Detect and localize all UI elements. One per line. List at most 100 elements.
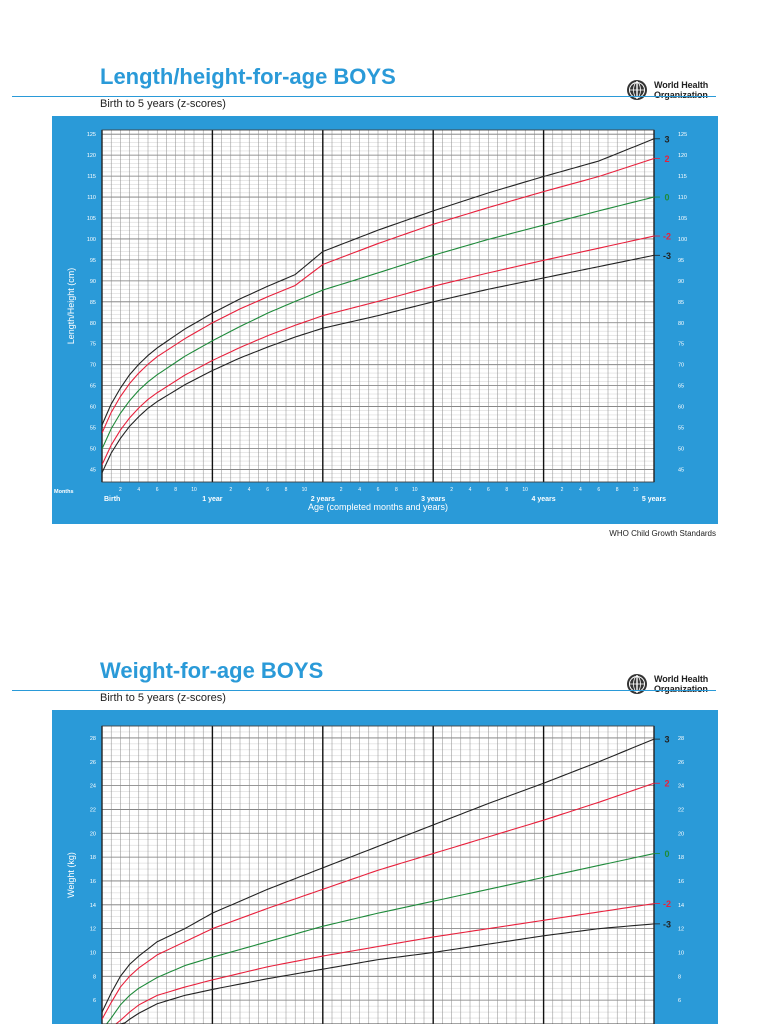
series-line-3 xyxy=(102,138,654,426)
y-tick-label-right: 105 xyxy=(678,216,687,222)
y-tick-label-left: 45 xyxy=(90,467,96,473)
x-axis-label: Age (completed months and years) xyxy=(308,502,448,512)
series-line-minus2 xyxy=(102,903,654,1024)
who-logo: World Health Organization xyxy=(626,673,718,695)
x-month-tick: 2 xyxy=(229,487,232,493)
y-tick-label-right: 50 xyxy=(678,446,684,452)
x-month-tick: 6 xyxy=(156,487,159,493)
who-emblem-icon xyxy=(627,674,647,694)
y-tick-label-right: 24 xyxy=(678,784,684,790)
plot-frame xyxy=(101,725,655,1024)
x-month-tick: 4 xyxy=(469,487,472,493)
who-emblem-icon xyxy=(627,80,647,100)
y-tick-label-right: 115 xyxy=(678,174,687,180)
y-tick-label-left: 14 xyxy=(90,903,96,909)
series-line-minus2 xyxy=(102,235,654,466)
y-tick-label-right: 6 xyxy=(678,998,681,1004)
series-end-label: 0 xyxy=(664,193,669,203)
series-end-label: -3 xyxy=(663,919,671,929)
y-tick-label-right: 18 xyxy=(678,855,684,861)
y-tick-label-right: 90 xyxy=(678,279,684,285)
y-tick-label-left: 115 xyxy=(87,174,96,180)
y-tick-label-left: 16 xyxy=(90,879,96,885)
series-line-minus3 xyxy=(102,923,654,1024)
who-logo: World Health Organization xyxy=(626,79,718,101)
y-tick-label-left: 22 xyxy=(90,807,96,813)
y-tick-label-left: 6 xyxy=(93,998,96,1004)
y-tick-label-right: 16 xyxy=(678,879,684,885)
y-tick-label-right: 22 xyxy=(678,807,684,813)
x-month-tick: 2 xyxy=(119,487,122,493)
x-month-tick: 2 xyxy=(340,487,343,493)
series-end-label: -2 xyxy=(663,232,671,242)
x-year-label: Birth xyxy=(104,496,120,503)
y-tick-label-right: 70 xyxy=(678,363,684,369)
series-end-label: -2 xyxy=(663,899,671,909)
grid-vertical xyxy=(101,726,655,1024)
y-tick-label-right: 75 xyxy=(678,342,684,348)
y-tick-label-right: 120 xyxy=(678,153,687,159)
x-year-label: 5 years xyxy=(642,496,666,503)
y-tick-label-left: 90 xyxy=(90,279,96,285)
x-month-tick: 4 xyxy=(248,487,251,493)
y-tick-label-left: 12 xyxy=(90,927,96,933)
series-end-label: 3 xyxy=(664,134,669,144)
y-tick-label-left: 50 xyxy=(90,446,96,452)
series-line-0 xyxy=(102,196,654,450)
y-tick-label-left: 18 xyxy=(90,855,96,861)
y-tick-label-left: 70 xyxy=(90,363,96,369)
x-month-tick: 6 xyxy=(487,487,490,493)
x-month-tick: 8 xyxy=(395,487,398,493)
y-tick-label-right: 26 xyxy=(678,760,684,766)
series-end-label: 2 xyxy=(664,779,669,789)
series-end-label: 0 xyxy=(664,849,669,859)
plot-frame xyxy=(101,129,655,483)
x-month-tick: 8 xyxy=(174,487,177,493)
y-tick-label-left: 120 xyxy=(87,153,96,159)
x-month-tick: 10 xyxy=(633,487,639,493)
x-month-tick: 4 xyxy=(358,487,361,493)
x-month-tick: 8 xyxy=(616,487,619,493)
title-rule xyxy=(12,690,716,691)
y-tick-label-right: 45 xyxy=(678,467,684,473)
y-tick-label-right: 28 xyxy=(678,736,684,742)
series-line-2 xyxy=(102,157,654,434)
x-year-label: 2 years xyxy=(311,496,335,503)
y-axis-label: Weight (kg) xyxy=(66,852,76,898)
y-tick-label-left: 8 xyxy=(93,974,96,980)
x-month-tick: 10 xyxy=(522,487,528,493)
y-tick-label-right: 60 xyxy=(678,405,684,411)
y-tick-label-left: 55 xyxy=(90,426,96,432)
y-tick-label-right: 65 xyxy=(678,384,684,390)
chart-panel: 6 6 8 8 10 10 12 12 14 14 16 16 18 18 20 20 22 22 24 24 26 26… xyxy=(52,710,718,1024)
x-months-label: Months xyxy=(54,489,74,495)
y-tick-label-right: 8 xyxy=(678,974,681,980)
footnote: WHO Child Growth Standards xyxy=(609,529,716,538)
y-tick-label-left: 28 xyxy=(90,736,96,742)
y-tick-label-left: 75 xyxy=(90,342,96,348)
chart-subtitle: Birth to 5 years (z-scores) xyxy=(100,98,226,110)
length-for-age-section: Length/height-for-age BOYS World Health … xyxy=(12,64,718,538)
who-name: World Health Organization xyxy=(654,80,709,100)
series-end-label: 3 xyxy=(664,735,669,745)
y-tick-label-right: 95 xyxy=(678,258,684,264)
x-year-label: 4 years xyxy=(532,496,556,503)
y-tick-label-right: 100 xyxy=(678,237,687,243)
y-tick-label-left: 100 xyxy=(87,237,96,243)
y-tick-label-left: 110 xyxy=(87,195,96,201)
chart-panel: 45 45 50 50 55 55 60 60 65 65 70 70 75 75 80 80 85 85 90 90… xyxy=(52,116,718,524)
grid-vertical xyxy=(101,130,655,482)
title-rule xyxy=(12,96,716,97)
chart-subtitle: Birth to 5 years (z-scores) xyxy=(100,692,226,704)
series-line-2 xyxy=(102,782,654,1020)
y-tick-label-right: 14 xyxy=(678,903,684,909)
x-month-tick: 4 xyxy=(137,487,140,493)
x-year-label: 1 year xyxy=(202,496,223,503)
y-tick-label-left: 80 xyxy=(90,321,96,327)
x-year-label: 3 years xyxy=(421,496,445,503)
page-title: Length/height-for-age BOYS xyxy=(100,64,396,89)
y-tick-label-left: 65 xyxy=(90,384,96,390)
y-tick-label-left: 26 xyxy=(90,760,96,766)
x-month-tick: 8 xyxy=(285,487,288,493)
